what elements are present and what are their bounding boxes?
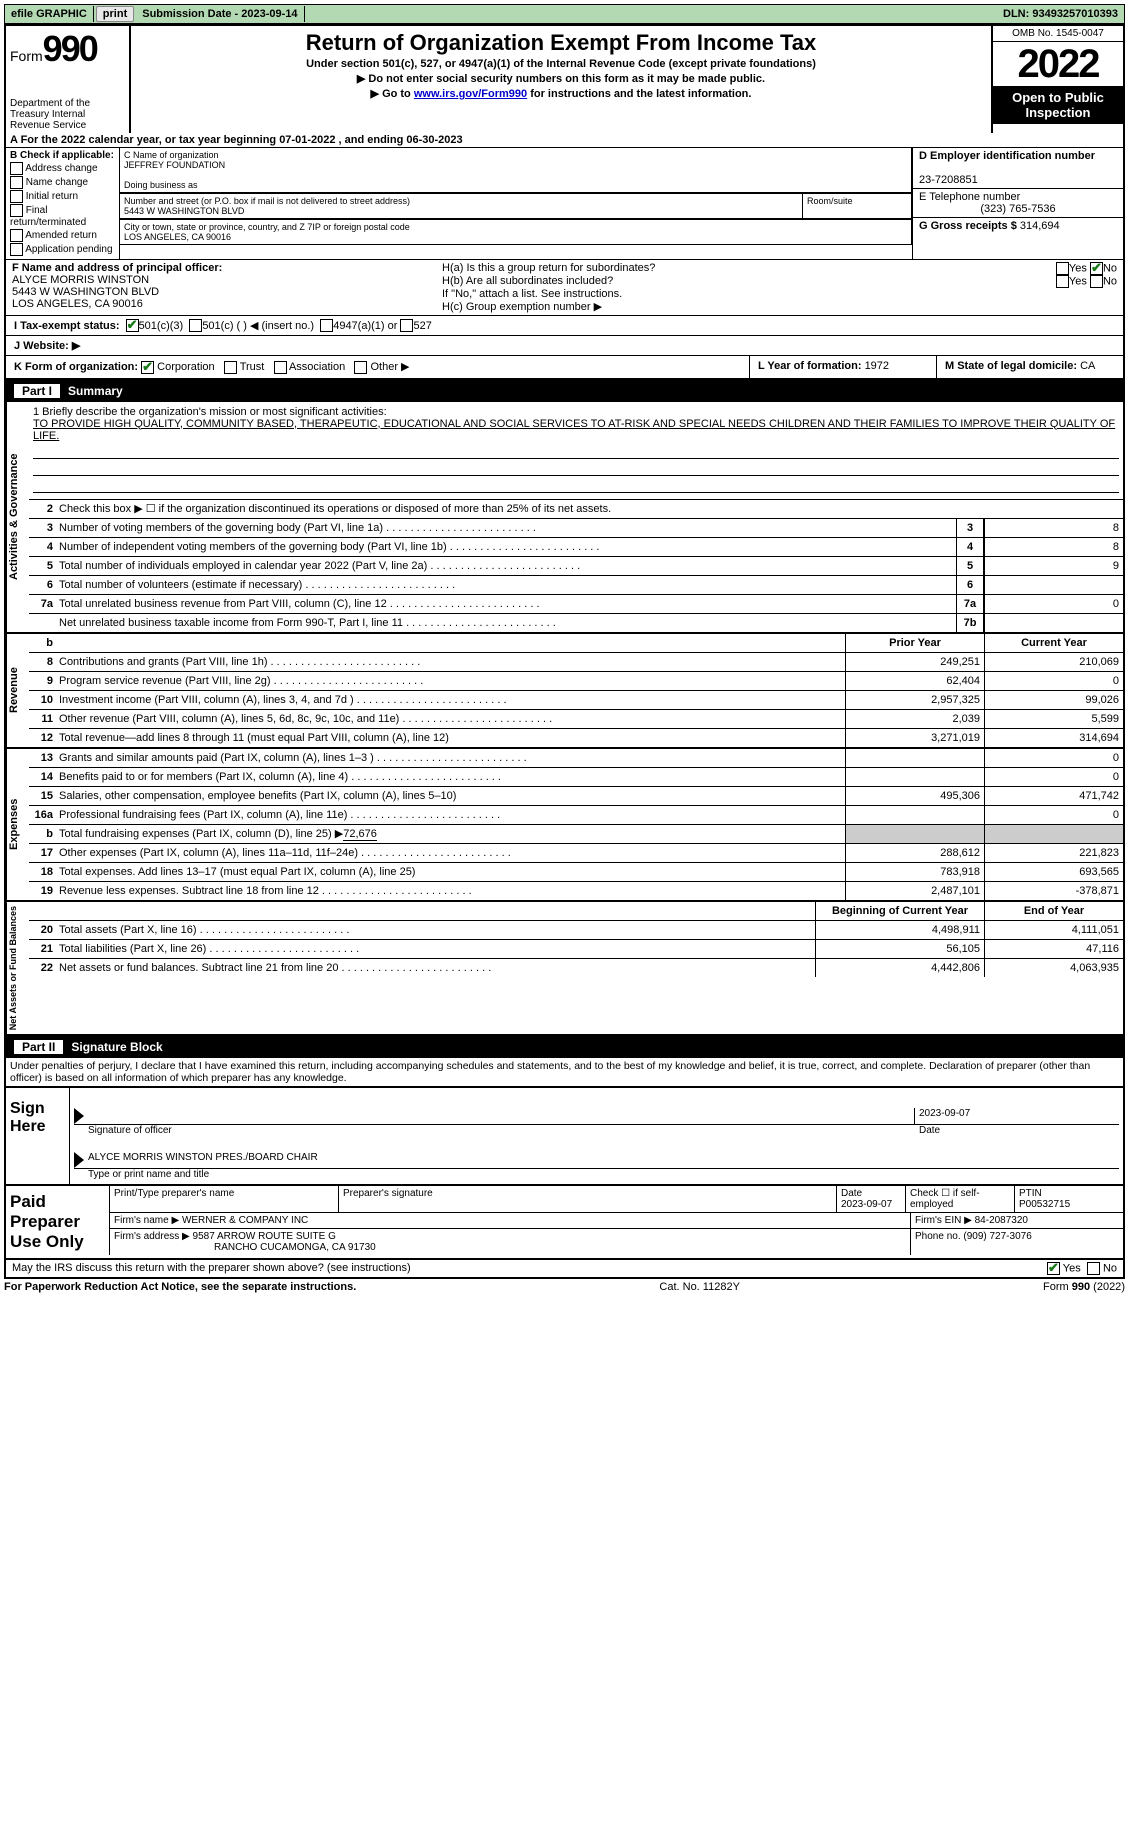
chk-trust[interactable] [224,361,237,374]
sign-here-label: Sign Here [6,1088,70,1184]
chk-other[interactable] [354,361,367,374]
chk-corporation[interactable] [141,361,154,374]
form-title: Return of Organization Exempt From Incom… [135,30,987,56]
line-2: 2Check this box ▶ ☐ if the organization … [29,500,1123,519]
revenue-header: bPrior YearCurrent Year [29,634,1123,653]
part-2-header: Part II Signature Block [4,1036,1125,1058]
paid-preparer-label: Paid Preparer Use Only [6,1186,109,1258]
chk-amended[interactable]: Amended return [10,229,115,242]
subtitle-2: ▶ Do not enter social security numbers o… [135,72,987,85]
revenue-section: Revenue bPrior YearCurrent Year 8Contrib… [4,634,1125,749]
line-13: 13Grants and similar amounts paid (Part … [29,749,1123,768]
chk-name-change[interactable]: Name change [10,176,115,189]
line-20: 20Total assets (Part X, line 16)4,498,91… [29,921,1123,940]
city-state-zip: City or town, state or province, country… [120,219,912,245]
mission-text: TO PROVIDE HIGH QUALITY, COMMUNITY BASED… [33,418,1115,442]
chk-501c[interactable] [189,319,202,332]
telephone-box: E Telephone number(323) 765-7536 [913,189,1123,218]
line-16b: bTotal fundraising expenses (Part IX, co… [29,825,1123,844]
arrow-icon [74,1108,84,1124]
form-number: Form990 [10,28,125,70]
chk-527[interactable] [400,319,413,332]
col-b-checkboxes: B Check if applicable: Address change Na… [6,148,120,259]
line-22: 22Net assets or fund balances. Subtract … [29,959,1123,977]
tax-exempt-status: I Tax-exempt status: 501(c)(3) 501(c) ( … [4,316,1125,336]
line-18: 18Total expenses. Add lines 13–17 (must … [29,863,1123,882]
chk-application-pending[interactable]: Application pending [10,243,115,256]
vtab-expenses: Expenses [6,749,29,900]
line-15: 15Salaries, other compensation, employee… [29,787,1123,806]
subtitle-3: ▶ Go to www.irs.gov/Form990 for instruct… [135,87,987,100]
org-name-box: C Name of organization JEFFREY FOUNDATIO… [120,148,912,193]
row-a-taxyear: A For the 2022 calendar year, or tax yea… [4,133,1125,148]
street-address: Number and street (or P.O. box if mail i… [120,193,803,219]
line-16a: 16aProfessional fundraising fees (Part I… [29,806,1123,825]
open-to-public: Open to Public Inspection [993,86,1123,124]
line-6: 6Total number of volunteers (estimate if… [29,576,1123,595]
chk-association[interactable] [274,361,287,374]
line-10: 10Investment income (Part VIII, column (… [29,691,1123,710]
form-header: Form990 Department of the Treasury Inter… [4,24,1125,133]
chk-initial-return[interactable]: Initial return [10,190,115,203]
paid-preparer-block: Paid Preparer Use Only Print/Type prepar… [4,1186,1125,1260]
expenses-section: Expenses 13Grants and similar amounts pa… [4,749,1125,902]
group-return: H(a) Is this a group return for subordin… [436,260,1123,315]
line-17: 17Other expenses (Part IX, column (A), l… [29,844,1123,863]
vtab-net-assets: Net Assets or Fund Balances [6,902,29,1034]
page-footer: For Paperwork Reduction Act Notice, see … [4,1279,1125,1295]
tax-year: 2022 [993,42,1123,86]
chk-final-return[interactable]: Final return/terminated [10,204,115,228]
line-9: 9Program service revenue (Part VIII, lin… [29,672,1123,691]
penalties-statement: Under penalties of perjury, I declare th… [4,1058,1125,1088]
chk-address-change[interactable]: Address change [10,162,115,175]
chk-4947[interactable] [320,319,333,332]
submission-date: Submission Date - 2023-09-14 [136,6,304,22]
website-row: J Website: ▶ [4,336,1125,356]
line-3: 3Number of voting members of the governi… [29,519,1123,538]
line-14: 14Benefits paid to or for members (Part … [29,768,1123,787]
line-7a: 7aTotal unrelated business revenue from … [29,595,1123,614]
arrow-icon [74,1152,84,1168]
row-fh: F Name and address of principal officer:… [4,259,1125,316]
dln: DLN: 93493257010393 [997,6,1124,22]
state-domicile: M State of legal domicile: CA [936,356,1123,378]
vtab-governance: Activities & Governance [6,402,29,632]
net-assets-header: Beginning of Current YearEnd of Year [29,902,1123,921]
print-button[interactable]: print [96,6,134,22]
chk-discuss-no[interactable] [1087,1262,1100,1275]
section-bcdeg: B Check if applicable: Address change Na… [4,148,1125,259]
vtab-revenue: Revenue [6,634,29,747]
activities-governance: Activities & Governance 1 Briefly descri… [4,402,1125,634]
line-4: 4Number of independent voting members of… [29,538,1123,557]
line-7b: Net unrelated business taxable income fr… [29,614,1123,632]
sign-block: Sign Here 2023-09-07 Signature of office… [4,1088,1125,1186]
line-8: 8Contributions and grants (Part VIII, li… [29,653,1123,672]
top-bar: efile GRAPHIC print Submission Date - 20… [4,4,1125,24]
efile-label: efile GRAPHIC [5,6,94,22]
mission-box: 1 Briefly describe the organization's mi… [29,402,1123,500]
net-assets-section: Net Assets or Fund Balances Beginning of… [4,902,1125,1036]
line-12: 12Total revenue—add lines 8 through 11 (… [29,729,1123,747]
gross-receipts: G Gross receipts $ 314,694 [913,218,1123,234]
irs-link[interactable]: www.irs.gov/Form990 [414,88,527,100]
omb-number: OMB No. 1545-0047 [993,26,1123,42]
dept-treasury: Department of the Treasury Internal Reve… [10,98,125,131]
part-1-header: Part I Summary [4,380,1125,402]
line-5: 5Total number of individuals employed in… [29,557,1123,576]
room-suite: Room/suite [803,193,912,219]
line-19: 19Revenue less expenses. Subtract line 1… [29,882,1123,900]
line-11: 11Other revenue (Part VIII, column (A), … [29,710,1123,729]
line-21: 21Total liabilities (Part X, line 26)56,… [29,940,1123,959]
chk-discuss-yes[interactable] [1047,1262,1060,1275]
principal-officer: F Name and address of principal officer:… [6,260,436,315]
year-formation: L Year of formation: 1972 [749,356,936,378]
ein-box: D Employer identification number23-72088… [913,148,1123,189]
subtitle-1: Under section 501(c), 527, or 4947(a)(1)… [135,58,987,70]
irs-discuss-row: May the IRS discuss this return with the… [4,1260,1125,1279]
row-klm: K Form of organization: Corporation Trus… [4,356,1125,380]
chk-501c3[interactable] [126,319,139,332]
